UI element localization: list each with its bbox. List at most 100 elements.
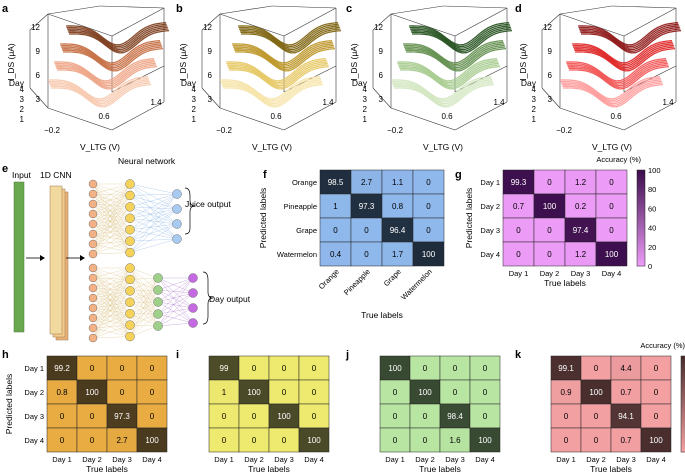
nn-edge <box>129 290 159 327</box>
nn-edge <box>92 203 131 230</box>
nn-edge <box>129 238 178 242</box>
cell-value: 0 <box>423 436 428 445</box>
nn-edge <box>92 290 131 299</box>
iv-curve-day2 <box>53 57 155 82</box>
row-label: Day 4 <box>24 436 44 445</box>
axis-edge-9 <box>442 5 508 9</box>
colorbar-segment <box>681 377 685 381</box>
x-axis-label: V_LTG (V) <box>80 142 120 152</box>
iv-curve-day2 <box>565 57 667 82</box>
cell-value: 1.2 <box>575 250 587 259</box>
heatmap-cell <box>595 217 628 243</box>
column-label: Day 2 <box>415 455 435 464</box>
x-tick-label: −0.2 <box>387 126 403 135</box>
heatmap-cell <box>469 355 501 381</box>
cell-value: 0 <box>453 388 458 397</box>
panel-label-d: d <box>515 3 522 15</box>
nn-edge <box>92 193 131 253</box>
nn-edge <box>92 203 131 219</box>
colorbar-segment <box>681 372 685 376</box>
nn-edge <box>92 267 131 314</box>
colorbar-segment <box>681 449 685 453</box>
axis-edge-12 <box>372 13 392 31</box>
cell-value: 1.6 <box>449 436 461 445</box>
cell-value: 100 <box>589 388 603 397</box>
x-tick-label: 0.6 <box>610 112 622 121</box>
axis-edge-8 <box>219 5 273 15</box>
nn-edge <box>92 183 131 195</box>
iv-curve-day3 <box>404 43 505 67</box>
nn-edge <box>129 208 178 219</box>
colorbar: 0 20 40 60 80 100 Accuracy (%) <box>596 155 660 271</box>
heatmap-cell <box>319 169 352 195</box>
iv-curve-day1 <box>49 80 150 105</box>
nn-edge <box>92 206 131 225</box>
iv-curve-day3 <box>61 44 162 69</box>
nn-edge <box>129 267 159 279</box>
juice-neuron <box>125 179 135 189</box>
heatmap-cell <box>319 241 352 267</box>
day-axis-label: Day <box>181 78 197 88</box>
heatmap-cell <box>350 217 383 243</box>
day-neuron <box>125 297 135 307</box>
panel-label-i: i <box>176 349 179 361</box>
colorbar-frame <box>680 355 685 453</box>
nn-edge <box>129 313 159 327</box>
colorbar-tick: 80 <box>648 185 656 194</box>
nn-edge <box>157 289 194 324</box>
day-neuron <box>88 333 98 343</box>
nn-edge <box>129 195 178 225</box>
cell-value: 0.4 <box>330 250 342 259</box>
cell-value: 2.7 <box>361 178 373 187</box>
z-tick-label: 9 <box>379 47 384 56</box>
cell-value: 100 <box>145 436 159 445</box>
true-labels-title: True labels <box>590 464 632 474</box>
colorbar-segment <box>637 225 645 228</box>
predicted-labels-title: Predicted labels <box>464 188 474 248</box>
nn-edge <box>129 325 159 337</box>
iv-curve-day2 <box>567 62 668 87</box>
nn-edge <box>92 313 131 329</box>
cnn-layer <box>49 185 63 335</box>
heatmap-cell <box>533 241 566 267</box>
colorbar-segment <box>637 227 645 231</box>
nn-edge <box>129 193 178 219</box>
day-neuron <box>125 331 135 342</box>
iv-curve-day1 <box>220 77 321 102</box>
colorbar-segment <box>681 396 685 400</box>
axis-edge-1 <box>219 13 285 37</box>
nn-edge <box>92 279 131 309</box>
nn-edge <box>157 301 194 309</box>
iv-curve-day4 <box>409 23 510 48</box>
iv-curve-day1 <box>393 82 494 106</box>
column-label: Day 2 <box>244 455 264 464</box>
cell-value: 98.4 <box>447 412 463 421</box>
nn-edge <box>129 302 159 315</box>
cell-value: 100 <box>649 436 663 445</box>
nn-edge <box>129 277 159 337</box>
day-tick-label: 3 <box>20 95 25 104</box>
nn-edge <box>92 336 131 339</box>
heatmap-cell <box>350 241 383 267</box>
colorbar-segment <box>637 230 645 233</box>
heatmap-cell <box>208 379 240 405</box>
cell-value: 0 <box>609 226 614 235</box>
heatmap-cell <box>106 427 138 453</box>
nn-edge <box>129 301 159 314</box>
nn-edge <box>92 279 131 329</box>
nn-edge <box>92 279 131 319</box>
iv-curve-day1 <box>222 82 323 106</box>
day-axis-label: Day <box>352 78 368 88</box>
heatmap-cell <box>439 355 471 381</box>
z-tick-label: 12 <box>203 23 212 32</box>
cell-value: 96.4 <box>390 226 406 235</box>
iv-curve-day4 <box>239 25 340 49</box>
panel-label-e: e <box>2 163 8 175</box>
colorbar-segment <box>637 208 645 212</box>
cell-value: 0.7 <box>620 436 632 445</box>
nn-edge <box>129 302 159 327</box>
colorbar-segment <box>637 254 645 257</box>
nn-edge <box>92 195 131 215</box>
cell-value: 0 <box>483 364 488 373</box>
